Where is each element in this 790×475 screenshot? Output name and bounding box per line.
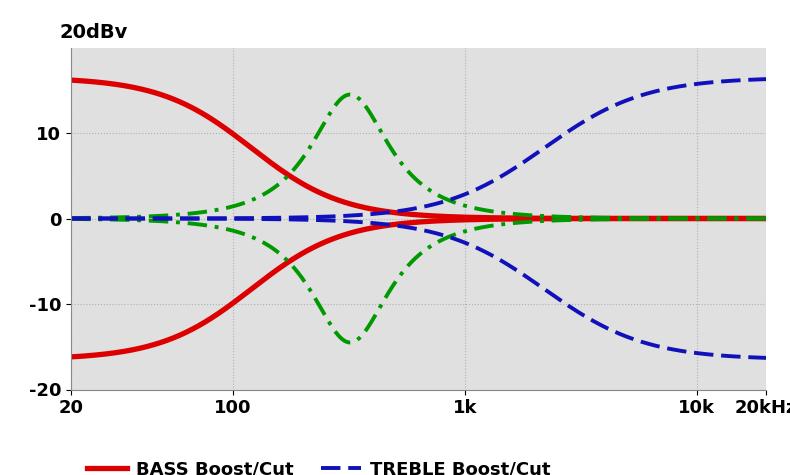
Text: 20dBv: 20dBv (60, 23, 128, 42)
Legend: BASS Boost/Cut, MID Boost/Cut, TREBLE Boost/Cut: BASS Boost/Cut, MID Boost/Cut, TREBLE Bo… (80, 453, 557, 475)
